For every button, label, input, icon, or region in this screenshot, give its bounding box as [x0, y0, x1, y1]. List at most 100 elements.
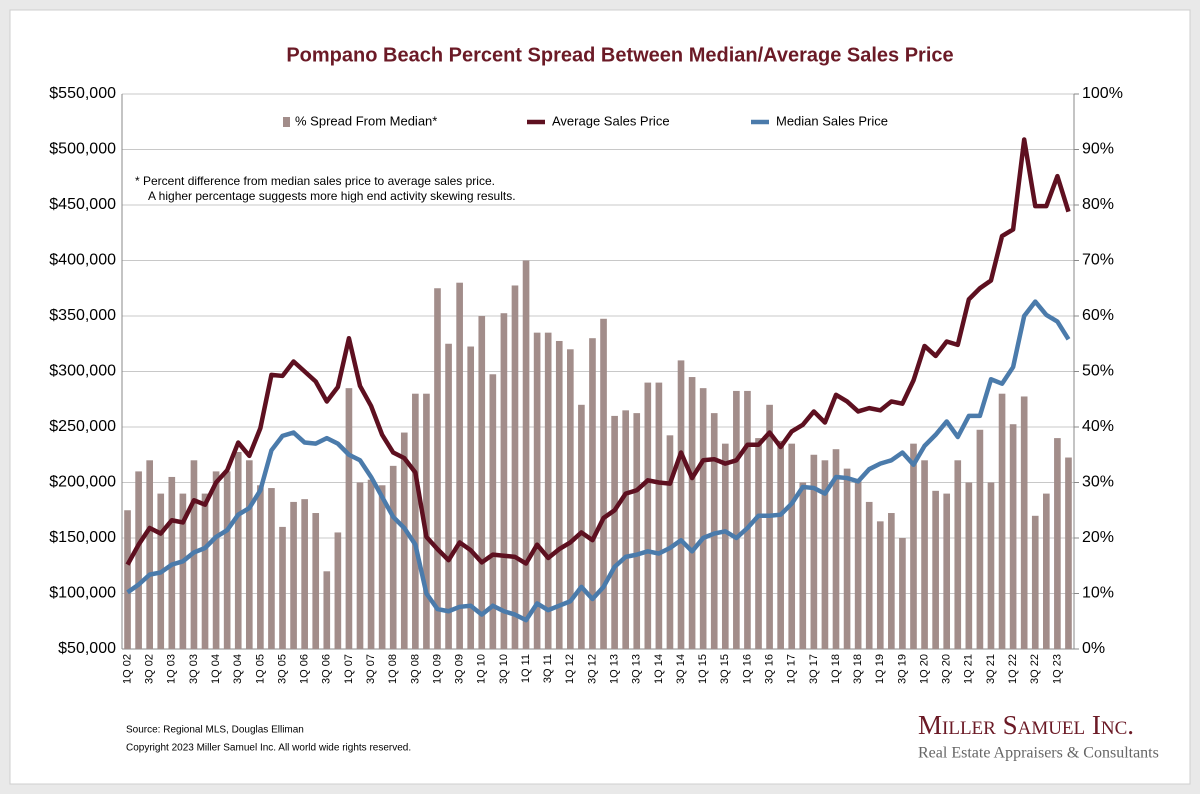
x-tick-label: 1Q 14: [653, 654, 665, 684]
x-tick-label: 1Q 15: [697, 654, 709, 684]
bar: [943, 493, 951, 649]
y-tick-label: $200,000: [49, 474, 116, 491]
y2-tick-label: 100%: [1082, 85, 1123, 102]
bar: [223, 471, 231, 649]
bar: [257, 485, 264, 649]
bar: [1054, 438, 1061, 649]
bar: [312, 513, 320, 649]
bar: [268, 488, 275, 649]
bar: [888, 513, 895, 649]
bar: [245, 460, 253, 649]
bar: [987, 482, 995, 649]
bar: [810, 454, 818, 649]
y-tick-label: $100,000: [49, 585, 116, 602]
bar: [721, 443, 729, 649]
x-tick-label: 3Q 17: [808, 654, 820, 684]
bar: [865, 501, 873, 649]
bar: [434, 288, 441, 649]
bar: [135, 471, 142, 649]
x-tick-label: 1Q 03: [166, 654, 178, 684]
x-tick-label: 1Q 02: [121, 654, 133, 684]
bar: [578, 404, 585, 649]
legend-label: Average Sales Price: [552, 113, 670, 128]
bar: [899, 538, 906, 649]
line: [125, 137, 1071, 566]
y-tick-label: $550,000: [49, 85, 116, 102]
bar: [821, 460, 829, 649]
x-tick-label: 3Q 16: [763, 654, 775, 684]
bar: [1065, 457, 1072, 649]
bar: [644, 382, 652, 649]
bar: [146, 460, 153, 649]
x-tick-label: 1Q 06: [299, 654, 311, 684]
bar: [843, 468, 851, 649]
logo-tagline: Real Estate Appraisers & Consultants: [918, 745, 1159, 762]
y2-tick-label: 40%: [1082, 418, 1114, 435]
y2-tick-label: 10%: [1082, 585, 1114, 602]
note: * Percent difference from median sales p…: [135, 174, 495, 188]
bar: [932, 490, 939, 649]
legend-swatch: [283, 117, 290, 127]
x-tick-label: 1Q 18: [830, 654, 842, 684]
bar: [755, 438, 762, 649]
bar: [345, 388, 353, 649]
bar: [976, 429, 984, 649]
x-tick-label: 1Q 11: [520, 654, 532, 683]
x-tick-label: 3Q 21: [985, 654, 997, 684]
bar: [323, 571, 331, 649]
bar: [766, 404, 773, 649]
x-tick-label: 3Q 04: [232, 654, 244, 684]
x-tick-label: 1Q 09: [431, 654, 443, 684]
source: Source: Regional MLS, Douglas Elliman: [126, 725, 304, 736]
x-tick-label: 3Q 14: [675, 654, 687, 684]
bar: [777, 440, 784, 649]
bar: [445, 343, 452, 649]
bar: [367, 479, 375, 649]
bar: [511, 285, 519, 649]
bar: [788, 443, 796, 649]
bar: [744, 390, 751, 649]
bar: [832, 449, 840, 649]
bar: [965, 482, 973, 649]
y2-tick-label: 90%: [1082, 141, 1114, 158]
bar: [201, 493, 209, 649]
bar: [356, 482, 364, 649]
bar: [279, 526, 286, 649]
bar: [633, 413, 641, 649]
bar: [500, 313, 508, 649]
y-tick-label: $400,000: [49, 252, 116, 269]
y-tick-label: $50,000: [58, 640, 116, 657]
x-tick-label: 1Q 13: [609, 654, 621, 684]
y2-tick-label: 0%: [1082, 640, 1105, 657]
x-tick-label: 1Q 04: [210, 654, 222, 684]
bar: [290, 501, 297, 649]
bar: [854, 479, 862, 649]
bar: [423, 393, 430, 649]
bar: [467, 346, 475, 649]
y-tick-label: $250,000: [49, 418, 116, 435]
y2-tick-label: 80%: [1082, 196, 1114, 213]
bar: [589, 338, 596, 649]
bar: [622, 410, 629, 649]
bar: [533, 332, 541, 649]
bar: [301, 499, 308, 649]
x-tick-label: 3Q 09: [454, 654, 466, 684]
x-tick-label: 1Q 21: [963, 654, 975, 684]
note: A higher percentage suggests more high e…: [148, 189, 516, 203]
logo-name: Miller Samuel Inc.: [918, 710, 1134, 740]
bar: [710, 413, 718, 649]
y-tick-label: $350,000: [49, 307, 116, 324]
x-tick-label: 3Q 08: [409, 654, 421, 684]
legend-label: % Spread From Median*: [295, 113, 437, 128]
x-tick-label: 3Q 20: [941, 654, 953, 684]
x-tick-label: 3Q 07: [365, 654, 377, 684]
bar: [212, 471, 220, 649]
y-tick-label: $300,000: [49, 363, 116, 380]
x-tick-label: 3Q 18: [852, 654, 864, 684]
x-tick-label: 1Q 08: [387, 654, 399, 684]
x-tick-label: 1Q 23: [1051, 654, 1063, 684]
x-tick-label: 1Q 10: [476, 654, 488, 684]
bar: [456, 282, 463, 649]
y-tick-label: $450,000: [49, 196, 116, 213]
bar: [234, 451, 242, 649]
